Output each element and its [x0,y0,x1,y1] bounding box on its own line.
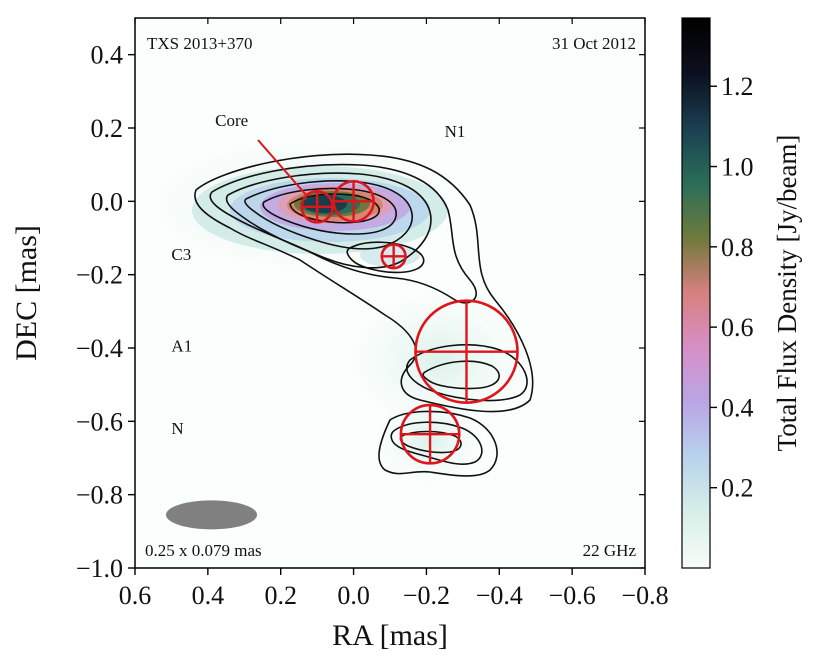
colorbar-tick-label: 0.8 [721,233,754,262]
component-n1 [332,179,375,223]
frequency-label: 22 GHz [583,541,637,560]
colorbar-tick-label: 0.2 [721,474,754,503]
component-core [300,190,334,224]
y-axis-label: DEC [mas] [10,225,43,361]
contour-level-5 [262,187,397,235]
component-label-n: N [171,419,183,438]
y-tick-label: 0.0 [91,187,124,216]
model-components [300,179,519,465]
colorbar-ticks: 0.2 0.4 0.6 0.8 1.0 1.2 [710,72,754,503]
x-axis-ticks: 0.6 0.4 0.2 0.0 −0.2 −0.4 −0.6 −0.8 [119,18,669,610]
x-axis-label: RA [mas] [332,619,448,652]
source-name-label: TXS 2013+370 [147,34,252,53]
y-tick-label: −1.0 [76,554,123,583]
component-label-n1: N1 [445,122,466,141]
x-tick-label: −0.2 [403,581,450,610]
x-tick-label: −0.8 [621,581,668,610]
beam-size-label: 0.25 x 0.079 mas [145,541,262,560]
y-tick-label: 0.4 [91,41,124,70]
contour-c3 [346,241,425,274]
x-tick-label: 0.4 [192,581,225,610]
colorbar: 0.2 0.4 0.6 0.8 1.0 1.2 Total Flux Density [J… [681,17,802,569]
beam-ellipse [165,500,258,530]
colorbar-tick-label: 0.6 [721,313,754,342]
x-tick-label: −0.6 [549,581,596,610]
component-labels: Core N1 C3 A1 N [171,111,465,438]
axes-frame [134,17,646,569]
contour-level-1 [194,153,534,413]
plot-area: TXS 2013+370 31 Oct 2012 0.25 x 0.079 ma… [134,17,646,569]
component-label-c3: C3 [171,245,191,264]
component-a1 [414,299,519,404]
component-c3 [380,243,407,270]
contour-a1-inner [422,360,500,390]
y-axis-ticks: 0.4 0.2 0.0 −0.2 −0.4 −0.6 −0.8 −1.0 [76,41,645,583]
x-tick-label: −0.4 [476,581,523,610]
colorbar-gradient [681,17,711,569]
y-tick-label: −0.2 [76,261,123,290]
x-tick-label: 0.2 [264,581,297,610]
y-tick-label: 0.2 [91,114,124,143]
plot-background [135,18,645,568]
core-pointer-line [257,139,308,197]
y-tick-label: −0.6 [76,407,123,436]
component-label-a1: A1 [171,337,192,356]
y-tick-label: −0.4 [76,334,123,363]
component-label-core: Core [215,111,248,130]
contour-n-mid [390,421,483,465]
x-tick-label: 0.0 [337,581,370,610]
date-label: 31 Oct 2012 [552,34,636,53]
y-tick-label: −0.8 [76,481,123,510]
component-n [399,403,461,465]
colorbar-tick-label: 1.0 [721,153,754,182]
x-tick-label: 0.6 [119,581,152,610]
colorbar-tick-label: 0.4 [721,393,754,422]
contour-level-6 [289,193,380,224]
colorbar-label: Total Flux Density [Jy/beam] [772,135,802,452]
colorbar-tick-label: 1.2 [721,72,754,101]
